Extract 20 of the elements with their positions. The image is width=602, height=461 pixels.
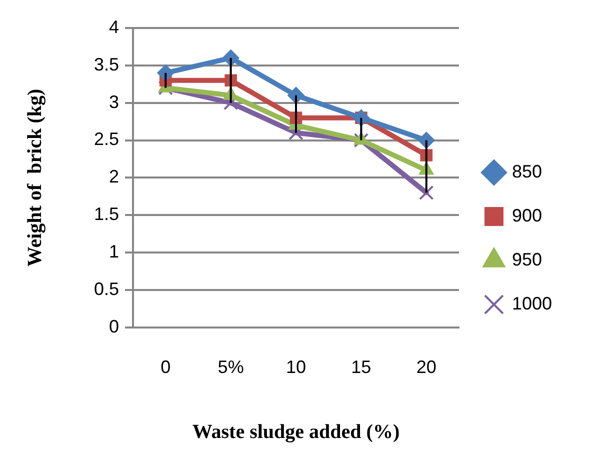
y-tick-label: 2.5 xyxy=(94,129,120,150)
y-tick-label: 4 xyxy=(109,16,120,37)
x-tick-label: 5% xyxy=(218,357,244,378)
y-tick-label: 2 xyxy=(109,166,120,187)
legend-label: 900 xyxy=(512,205,542,226)
y-tick-label: 3 xyxy=(109,92,120,112)
x-tick-label: 0 xyxy=(160,357,171,378)
x-tick-label: 15 xyxy=(351,357,372,378)
y-tick-label: 3.5 xyxy=(94,54,120,74)
legend-label: 850 xyxy=(512,161,542,182)
y-tick-label: 1.5 xyxy=(94,204,120,224)
y-axis-title: Weight of brick (kg) xyxy=(24,88,46,267)
x-tick-label: 20 xyxy=(416,357,436,378)
legend-label: 950 xyxy=(512,249,542,270)
x-axis-title: Waste sludge added (%) xyxy=(192,421,400,444)
x-tick-label: 10 xyxy=(286,357,306,378)
y-tick-label: 1 xyxy=(109,242,120,262)
y-tick-label: 0 xyxy=(109,316,120,336)
y-tick-label: 0.5 xyxy=(94,278,120,299)
legend-label: 1000 xyxy=(512,293,552,314)
